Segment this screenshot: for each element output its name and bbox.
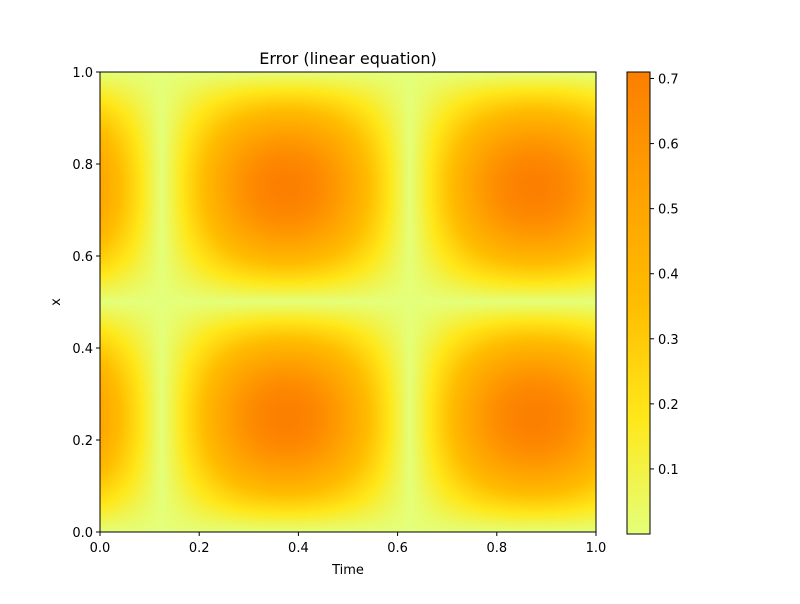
y-tick-label: 0.8 [72,158,93,173]
x-axis: 0.0 0.2 0.4 0.6 0.8 1.0 [90,532,607,556]
y-tick-label: 0.0 [72,526,93,541]
x-axis-label: Time [331,563,364,578]
x-tick-label: 0.8 [486,541,507,556]
colorbar-tick-label: 0.1 [658,463,679,478]
colorbar-tick-label: 0.5 [658,203,679,218]
colorbar-tick-label: 0.6 [658,138,679,153]
colorbar-axis: 0.1 0.2 0.3 0.4 0.5 0.6 0.7 [650,73,679,478]
x-tick-label: 0.4 [288,541,309,556]
heatmap-image [100,72,596,532]
colorbar-tick-label: 0.4 [658,268,679,283]
x-tick-label: 0.0 [90,541,111,556]
x-tick-label: 1.0 [586,541,607,556]
y-tick-label: 0.6 [72,250,93,265]
colorbar-gradient [627,72,650,534]
chart-title: Error (linear equation) [259,49,437,68]
y-axis: 0.0 0.2 0.4 0.6 0.8 1.0 [72,66,100,541]
colorbar-tick-label: 0.7 [658,73,679,88]
x-tick-label: 0.6 [387,541,408,556]
x-tick-label: 0.2 [189,541,210,556]
y-tick-label: 0.4 [72,342,93,357]
colorbar-tick-label: 0.2 [658,398,679,413]
y-tick-label: 0.2 [72,434,93,449]
y-tick-label: 1.0 [72,66,93,81]
y-axis-label: x [49,298,64,306]
colorbar-tick-label: 0.3 [658,333,679,348]
